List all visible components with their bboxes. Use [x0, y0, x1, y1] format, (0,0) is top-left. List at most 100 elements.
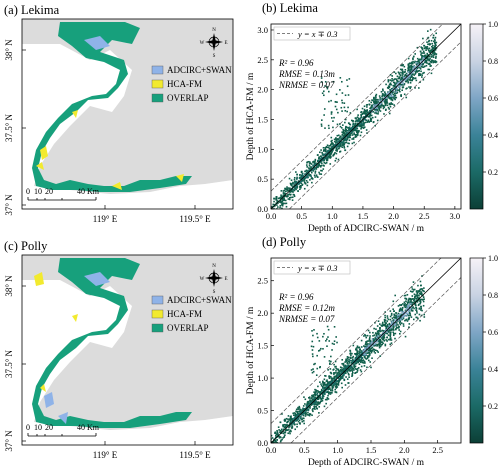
data-point	[406, 77, 409, 80]
data-point	[381, 95, 383, 98]
data-point	[382, 107, 385, 110]
data-point	[420, 307, 423, 310]
data-point	[363, 365, 366, 367]
data-point	[313, 164, 316, 167]
data-point	[389, 343, 391, 346]
data-point	[429, 57, 431, 60]
point-cloud	[271, 28, 438, 209]
data-point	[356, 127, 359, 130]
data-point	[360, 360, 362, 362]
data-point	[405, 315, 408, 317]
overlap-area	[32, 22, 192, 192]
data-point	[431, 45, 433, 48]
data-point	[286, 186, 288, 188]
data-point	[329, 147, 332, 150]
data-point	[321, 158, 324, 161]
data-point	[378, 108, 381, 111]
colorbar-tick-label: 0.4	[488, 365, 498, 374]
data-point	[346, 110, 348, 113]
data-point	[398, 309, 401, 311]
data-point	[311, 371, 314, 374]
data-point	[316, 407, 318, 410]
data-point	[384, 104, 387, 107]
data-point	[419, 280, 422, 283]
data-point	[329, 391, 332, 394]
data-point	[313, 407, 316, 410]
data-point	[312, 170, 315, 172]
data-point	[279, 204, 282, 207]
data-point	[337, 369, 340, 372]
data-point	[332, 386, 334, 389]
data-point	[342, 132, 345, 135]
data-point	[391, 77, 393, 80]
data-point	[416, 312, 418, 314]
data-point	[314, 172, 317, 174]
data-point	[346, 132, 349, 135]
data-point	[415, 294, 418, 297]
data-point	[396, 327, 398, 329]
data-point	[274, 431, 277, 434]
data-point	[412, 58, 414, 61]
data-point	[353, 360, 356, 362]
data-point	[380, 106, 382, 109]
data-point	[419, 68, 422, 70]
data-point	[410, 86, 412, 88]
data-point	[357, 367, 360, 369]
data-point	[401, 79, 404, 82]
data-point	[303, 422, 305, 425]
data-point	[296, 183, 299, 186]
data-point	[399, 307, 402, 310]
data-point	[334, 372, 337, 374]
data-point	[290, 196, 292, 199]
reference-lines	[271, 24, 461, 209]
data-point	[341, 376, 344, 378]
data-point	[310, 175, 312, 177]
data-point	[434, 36, 437, 39]
x-tick-label: 0.0	[266, 211, 277, 221]
data-point	[393, 324, 396, 326]
data-point	[301, 420, 304, 423]
data-point	[335, 146, 338, 148]
data-point	[387, 79, 390, 82]
data-point	[418, 58, 420, 61]
data-point	[336, 372, 338, 374]
data-point	[389, 332, 392, 335]
data-point	[335, 383, 338, 386]
data-point	[322, 168, 325, 170]
data-point	[369, 344, 372, 347]
data-point	[343, 102, 346, 104]
data-point	[393, 84, 396, 87]
data-point	[327, 394, 329, 397]
data-point	[297, 190, 299, 192]
data-point	[405, 96, 408, 99]
data-point	[389, 79, 392, 81]
data-point	[327, 149, 329, 152]
data-point	[421, 48, 424, 51]
data-point	[378, 340, 380, 342]
data-point	[275, 196, 278, 198]
data-point	[296, 177, 298, 180]
data-point	[300, 410, 303, 413]
data-point	[369, 120, 372, 122]
data-point	[389, 105, 392, 108]
data-point	[366, 340, 369, 342]
data-point	[379, 330, 382, 333]
data-point	[398, 332, 401, 335]
data-point	[339, 150, 342, 153]
data-point	[313, 363, 315, 366]
data-point	[330, 389, 332, 392]
data-point	[420, 46, 423, 49]
data-point	[355, 349, 358, 351]
data-point	[427, 59, 429, 61]
data-point	[395, 78, 398, 81]
data-point	[301, 173, 304, 176]
data-point	[322, 390, 324, 392]
data-point	[282, 425, 285, 428]
data-point	[324, 374, 326, 377]
data-point	[336, 144, 338, 147]
svg-text:40: 40	[77, 187, 85, 196]
svg-text:10: 10	[34, 187, 42, 196]
data-point	[325, 150, 327, 152]
data-point	[296, 186, 299, 188]
data-point	[352, 355, 355, 358]
